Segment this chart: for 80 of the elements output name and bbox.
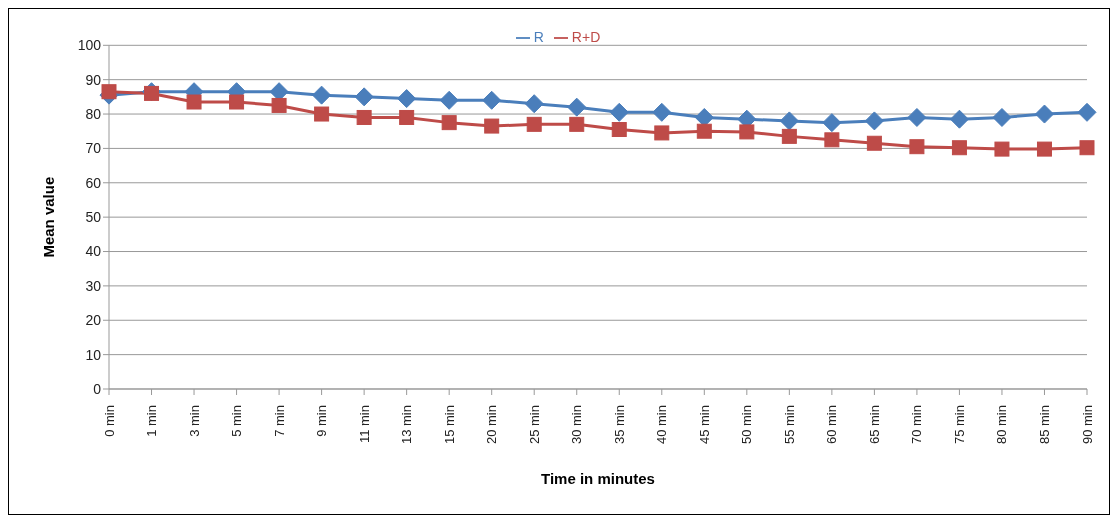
point bbox=[569, 116, 585, 132]
point bbox=[694, 107, 714, 127]
x-tick-label: 55 min bbox=[781, 405, 797, 445]
x-tick-label: 90 min bbox=[1079, 405, 1095, 445]
point bbox=[696, 123, 712, 139]
x-tick-label: 7 min bbox=[271, 405, 287, 437]
x-tick-label: 13 min bbox=[399, 405, 415, 445]
point bbox=[652, 102, 672, 122]
point bbox=[907, 107, 927, 127]
point bbox=[567, 97, 587, 117]
x-tick-label: 65 min bbox=[866, 405, 882, 445]
legend-label: R bbox=[533, 29, 544, 45]
y-axis-title: Mean value bbox=[40, 176, 58, 258]
y-tick-label: 60 bbox=[85, 174, 102, 191]
point bbox=[779, 111, 799, 131]
point bbox=[864, 111, 884, 131]
x-tick-label: 70 min bbox=[909, 405, 925, 445]
y-tick-label: 50 bbox=[85, 209, 102, 226]
x-tick-label: 40 min bbox=[654, 405, 670, 445]
point bbox=[484, 118, 500, 134]
x-tick-label: 60 min bbox=[824, 405, 840, 445]
point bbox=[824, 132, 840, 148]
point bbox=[866, 135, 882, 151]
y-tick-label: 40 bbox=[85, 243, 102, 260]
point bbox=[399, 109, 415, 125]
x-tick-label: 0 min bbox=[101, 405, 117, 437]
point bbox=[526, 116, 542, 132]
point bbox=[482, 90, 502, 110]
x-tick-label: 1 min bbox=[144, 405, 160, 437]
point bbox=[271, 97, 287, 113]
point bbox=[314, 106, 330, 122]
point bbox=[356, 109, 372, 125]
point bbox=[994, 141, 1010, 157]
y-tick-label: 30 bbox=[85, 277, 102, 294]
x-tick-label: 25 min bbox=[526, 405, 542, 445]
legend-label: R+D bbox=[571, 29, 601, 45]
point bbox=[654, 125, 670, 141]
point bbox=[609, 102, 629, 122]
point bbox=[186, 94, 202, 110]
x-tick-label: 20 min bbox=[484, 405, 500, 445]
point bbox=[1034, 104, 1054, 124]
x-tick-label: 9 min bbox=[314, 405, 330, 437]
y-tick-label: 90 bbox=[85, 71, 102, 88]
y-tick-label: 0 bbox=[93, 380, 102, 397]
point bbox=[439, 90, 459, 110]
point bbox=[611, 122, 627, 137]
x-tick-label: 50 min bbox=[739, 405, 755, 445]
y-tick-label: 10 bbox=[85, 346, 102, 363]
point bbox=[312, 85, 332, 105]
point bbox=[441, 115, 457, 131]
x-axis-title: Time in minutes bbox=[541, 470, 655, 487]
x-tick-label: 85 min bbox=[1036, 405, 1052, 445]
x-tick-label: 11 min bbox=[356, 405, 372, 444]
x-tick-label: 3 min bbox=[186, 405, 202, 437]
x-tick-label: 30 min bbox=[569, 405, 585, 445]
point bbox=[781, 128, 797, 144]
point bbox=[909, 139, 925, 155]
point bbox=[1036, 141, 1052, 157]
point bbox=[1079, 140, 1095, 156]
x-tick-label: 80 min bbox=[994, 405, 1010, 445]
y-tick-label: 70 bbox=[85, 140, 102, 157]
point bbox=[229, 94, 245, 110]
point bbox=[354, 87, 374, 107]
point bbox=[992, 107, 1012, 127]
x-tick-label: 75 min bbox=[951, 405, 967, 445]
point bbox=[739, 124, 755, 140]
point bbox=[949, 109, 969, 129]
point bbox=[524, 94, 544, 114]
x-tick-label: 35 min bbox=[611, 405, 627, 445]
y-tick-label: 20 bbox=[85, 312, 102, 329]
y-tick-label: 80 bbox=[85, 106, 102, 123]
point bbox=[951, 140, 967, 156]
point bbox=[822, 113, 842, 133]
x-tick-label: 45 min bbox=[696, 405, 712, 445]
y-tick-label: 100 bbox=[77, 37, 102, 54]
point bbox=[101, 84, 117, 100]
x-tick-label: 5 min bbox=[229, 405, 245, 437]
point bbox=[397, 89, 417, 109]
x-tick-label: 15 min bbox=[441, 405, 457, 445]
point bbox=[1077, 102, 1097, 122]
